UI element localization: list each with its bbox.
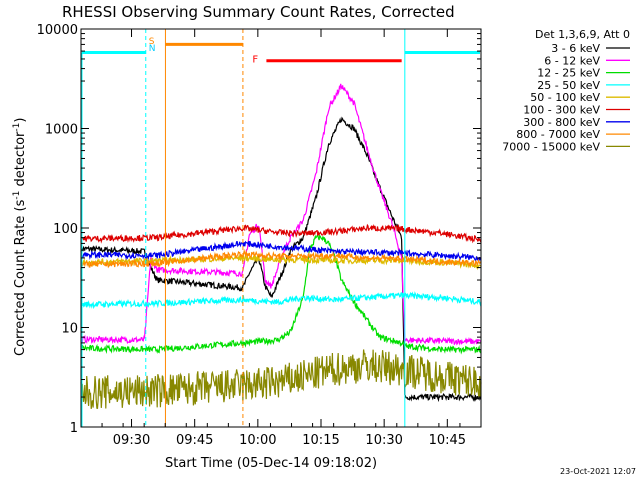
plot-area: SN F [80, 29, 482, 427]
series-line-7 [80, 248, 482, 269]
series-line-3 [80, 291, 482, 310]
x-tick-label-5: 10:45 [429, 433, 466, 448]
y-axis-label: Corrected Count Rate (s-1 detector-1) [12, 118, 28, 356]
y-axis: 1 10 100 1000 10000 [37, 23, 481, 436]
legend-label-6: 300 - 800 keV [523, 116, 600, 129]
y-label-main: Corrected Count Rate (s [13, 199, 28, 356]
y-tick-label-2: 100 [53, 222, 78, 237]
legend-label-1: 6 - 12 keV [544, 54, 600, 67]
legend-label-7: 800 - 7000 keV [516, 128, 600, 141]
night-label: N [149, 44, 156, 54]
legend-label-4: 50 - 100 keV [530, 91, 600, 104]
legend-label-8: 7000 - 15000 keV [502, 140, 600, 153]
series-line-5 [80, 223, 482, 244]
series-line-2 [80, 233, 482, 355]
y-tick-label-3: 1000 [45, 123, 78, 138]
x-tick-label-0: 09:30 [113, 433, 150, 448]
saa-label: S [149, 37, 155, 47]
legend-title: Det 1,3,6,9, Att 0 [535, 28, 630, 41]
x-tick-label-3: 10:15 [302, 433, 339, 448]
x-axis: 09:30 09:45 10:00 10:15 10:30 10:45 [80, 29, 482, 448]
x-axis-label: Start Time (05-Dec-14 09:18:02) [165, 456, 377, 471]
flare-label: F [252, 55, 258, 66]
legend-label-0: 3 - 6 keV [551, 42, 600, 55]
y-tick-label-0: 1 [70, 421, 78, 436]
plot-frame [80, 28, 482, 428]
series-line-8 [80, 349, 482, 409]
legend-label-2: 12 - 25 keV [537, 67, 600, 80]
x-tick-label-1: 09:45 [176, 433, 213, 448]
series-line-6 [80, 240, 482, 262]
timestamp-stamp: 23-Oct-2021 12:07 [560, 467, 636, 476]
y-label-mid: detector [13, 131, 28, 191]
chart-title: RHESSI Observing Summary Count Rates, Co… [62, 3, 455, 21]
y-label-end: ) [13, 118, 28, 123]
y-tick-label-4: 10000 [37, 23, 78, 38]
legend-label-5: 100 - 300 keV [523, 104, 600, 117]
legend-label-3: 25 - 50 keV [537, 79, 600, 92]
x-tick-label-2: 10:00 [239, 433, 276, 448]
x-tick-label-4: 10:30 [365, 433, 402, 448]
y-tick-label-1: 10 [61, 322, 78, 337]
y-label-sup2: -1 [12, 123, 22, 132]
y-label-sup1: -1 [12, 191, 22, 200]
